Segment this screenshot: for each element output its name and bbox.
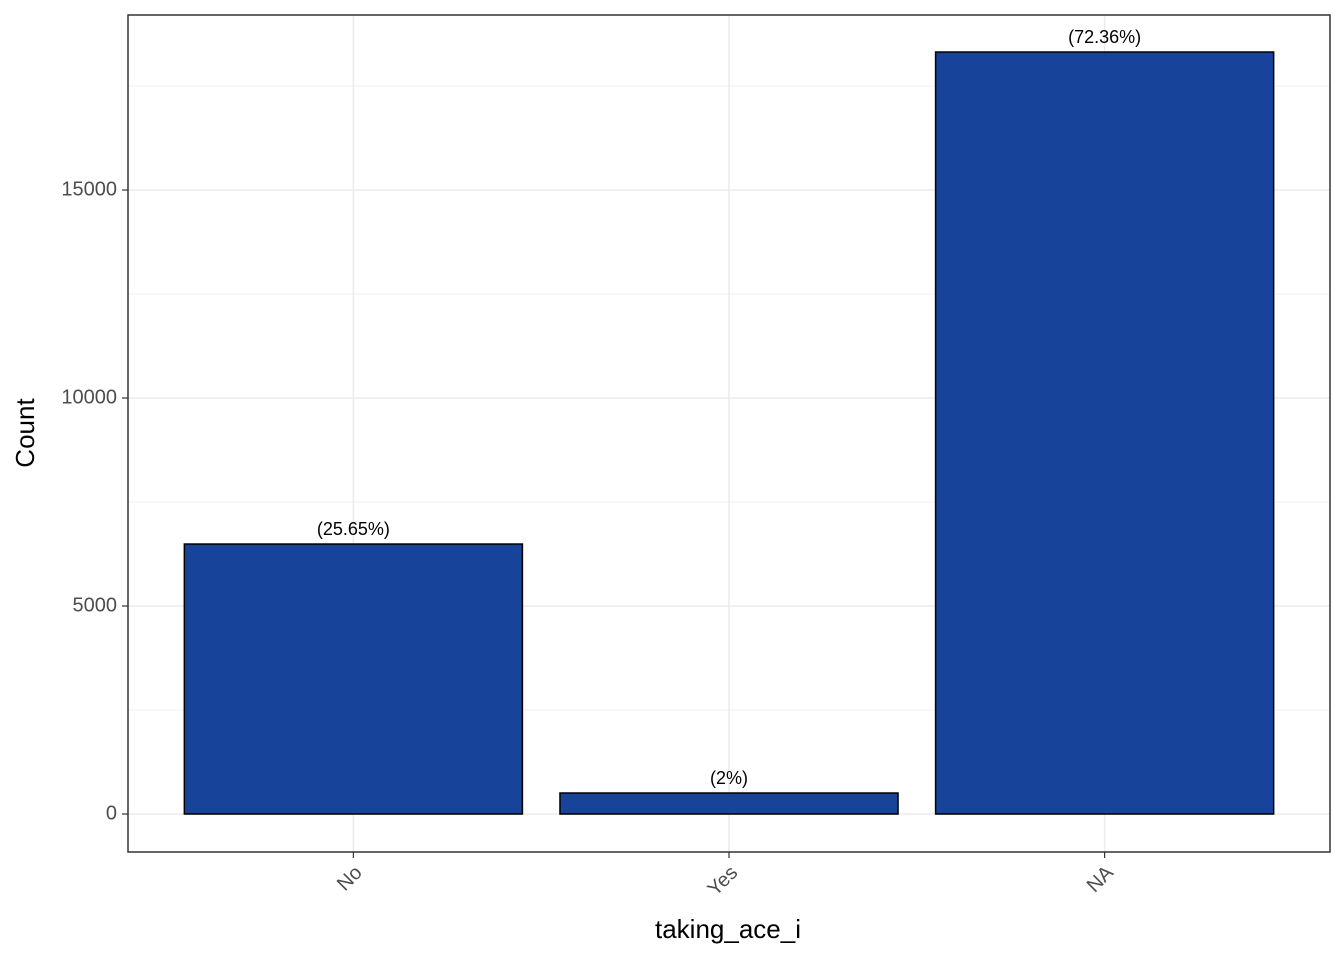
- bar: [183, 543, 524, 815]
- y-tick-label: 5000: [73, 594, 118, 616]
- bar-label: (72.36%): [1068, 27, 1141, 47]
- y-tick-label: 10000: [61, 386, 117, 408]
- y-tick-label: 0: [106, 802, 117, 824]
- y-axis-title: Count: [10, 398, 40, 468]
- bar-label: (25.65%): [317, 519, 390, 539]
- y-tick-label: 15000: [61, 178, 117, 200]
- x-tick-label: Yes: [704, 862, 743, 901]
- x-tick-label: No: [333, 862, 367, 896]
- bar: [559, 792, 899, 815]
- panel-border: [127, 14, 1331, 853]
- x-tick-label: NA: [1083, 861, 1119, 897]
- bar-label: (2%): [710, 768, 748, 788]
- bar: [934, 51, 1275, 815]
- x-axis-title: taking_ace_i: [655, 914, 801, 944]
